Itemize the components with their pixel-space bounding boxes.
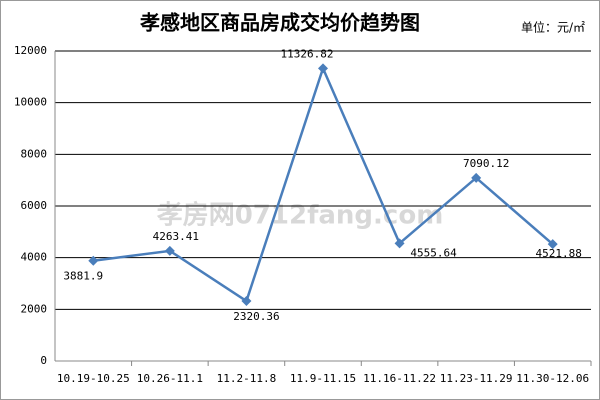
y-tick-label: 10000 — [14, 96, 47, 109]
data-label: 4555.64 — [410, 246, 457, 259]
y-tick-label: 6000 — [21, 199, 48, 212]
point-marker — [547, 239, 558, 250]
data-label: 3881.9 — [63, 270, 103, 283]
data-label: 4521.88 — [536, 247, 582, 260]
point-marker — [471, 172, 482, 183]
y-tick-label: 2000 — [21, 302, 48, 315]
data-label: 4263.41 — [153, 230, 199, 243]
x-tick-label: 11.30-12.06 — [516, 372, 589, 385]
x-tick-label: 11.9-11.15 — [290, 372, 356, 385]
point-marker — [164, 245, 175, 256]
point-marker — [394, 238, 405, 249]
x-tick-label: 11.2-11.8 — [217, 372, 277, 385]
y-tick-label: 4000 — [21, 251, 48, 264]
data-label: 2320.36 — [233, 310, 279, 323]
y-tick-label: 0 — [40, 354, 47, 367]
watermark: 孝房网0712fang.com — [157, 200, 444, 231]
data-label: 7090.12 — [463, 157, 509, 170]
x-tick-label: 10.19-10.25 — [57, 372, 130, 385]
unit-label: 单位：元/㎡ — [521, 20, 585, 35]
point-marker — [241, 296, 252, 307]
point-marker — [318, 63, 328, 74]
point-marker — [88, 255, 99, 266]
y-tick-label: 8000 — [21, 147, 48, 160]
data-label: 11326.82 — [281, 47, 334, 60]
x-tick-label: 11.16-11.22 — [363, 372, 436, 385]
x-tick-label: 10.26-11.1 — [137, 372, 203, 385]
chart-title: 孝感地区商品房成交均价趋势图 — [139, 11, 420, 35]
y-tick-label: 12000 — [14, 44, 47, 57]
x-tick-label: 11.23-11.29 — [440, 372, 513, 385]
